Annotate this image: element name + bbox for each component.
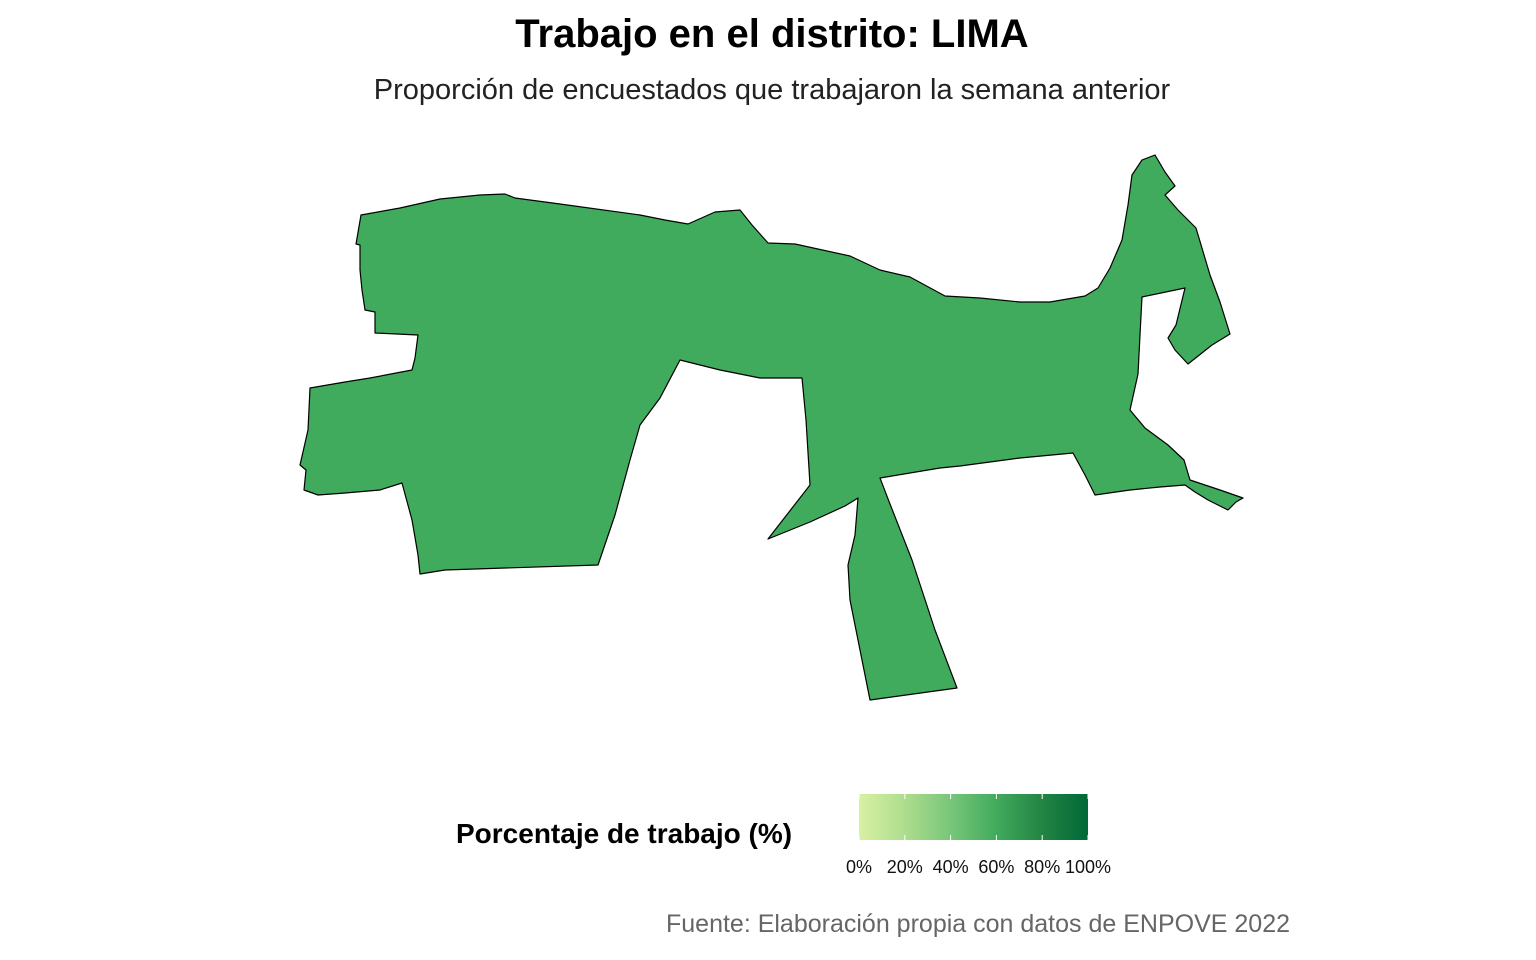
legend-gradient: [859, 794, 1088, 840]
map-subtitle: Proporción de encuestados que trabajaron…: [373, 74, 1171, 106]
legend-title: Porcentaje de trabajo (%): [456, 818, 793, 849]
legend-tick-label: 60%: [978, 857, 1015, 877]
legend-tick-label: 20%: [886, 857, 923, 877]
legend-colorbar: [859, 794, 1088, 840]
district-map: [299, 154, 1244, 701]
legend-tick-label: 0%: [845, 857, 873, 877]
legend-tick-label: 100%: [1064, 857, 1112, 877]
map-title: Trabajo en el distrito: LIMA: [515, 12, 1029, 56]
source-caption: Fuente: Elaboración propia con datos de …: [665, 910, 1290, 938]
legend-tick-label: 80%: [1024, 857, 1061, 877]
district-lima-shape[interactable]: [299, 154, 1244, 701]
legend-tick-label: 40%: [932, 857, 969, 877]
